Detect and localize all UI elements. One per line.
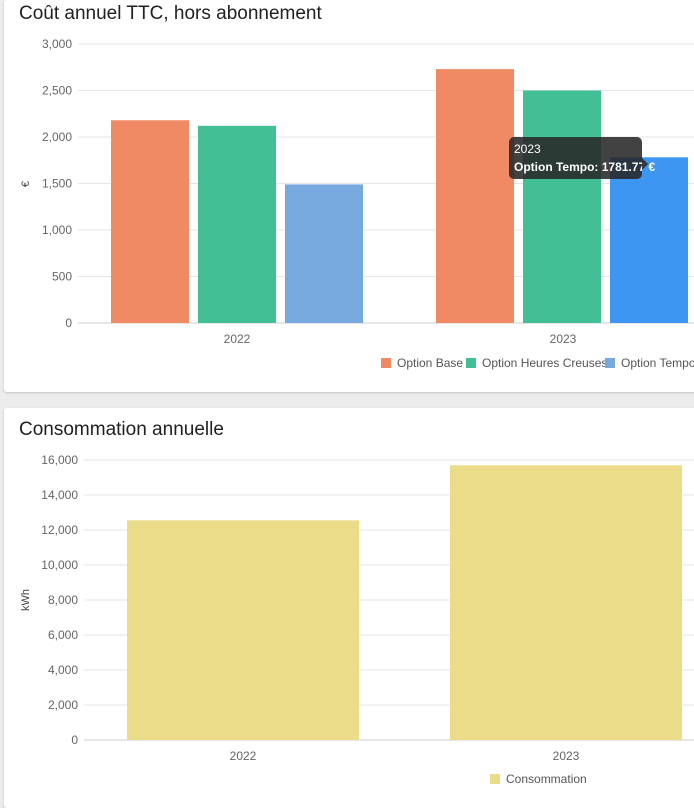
x-tick-label: 2023 <box>550 332 577 346</box>
legend-swatch <box>605 358 615 368</box>
y-tick-label: 14,000 <box>41 488 78 502</box>
legend-swatch <box>490 774 500 784</box>
bar-option-tempo-2023 <box>610 157 688 323</box>
tooltip-title: 2023 <box>514 142 541 156</box>
y-tick-label: 2,000 <box>42 130 72 144</box>
y-tick-label: 12,000 <box>41 523 78 537</box>
bar-consommation-2022 <box>127 520 359 740</box>
y-tick-label: 1,500 <box>42 177 72 191</box>
bar-option-base-2022 <box>111 120 189 323</box>
y-tick-label: 8,000 <box>48 593 78 607</box>
y-tick-label: 2,500 <box>42 84 72 98</box>
chart-tooltip: 2023 Option Tempo: 1781.77 € <box>509 137 656 179</box>
legend-swatch <box>381 358 391 368</box>
y-tick-label: 0 <box>71 733 78 747</box>
consumption-chart-title: Consommation annuelle <box>19 419 224 440</box>
y-axis-title: kWh <box>20 589 32 611</box>
y-tick-label: 0 <box>65 316 72 330</box>
y-tick-label: 4,000 <box>48 663 78 677</box>
legend-label: Option Base <box>397 356 463 370</box>
y-tick-label: 1,000 <box>42 223 72 237</box>
x-tick-label: 2022 <box>230 749 257 763</box>
y-tick-label: 500 <box>52 270 72 284</box>
y-tick-label: 16,000 <box>41 453 78 467</box>
legend-label: Option Tempo <box>621 356 694 370</box>
x-tick-label: 2023 <box>553 749 580 763</box>
x-tick-label: 2022 <box>224 332 251 346</box>
y-tick-label: 3,000 <box>42 37 72 51</box>
cost-chart-title: Coût annuel TTC, hors abonnement <box>19 3 322 24</box>
y-tick-label: 6,000 <box>48 628 78 642</box>
y-axis-title: € <box>20 181 32 187</box>
bar-option-base-2023 <box>436 69 514 323</box>
y-tick-label: 10,000 <box>41 558 78 572</box>
legend-label: Consommation <box>506 772 587 786</box>
legend-swatch <box>466 358 476 368</box>
legend-label: Option Heures Creuses <box>482 356 607 370</box>
bar-option-heures-creuses-2022 <box>198 125 276 323</box>
bar-option-heures-creuses-2023 <box>523 90 601 323</box>
bar-option-tempo-2022 <box>285 184 363 323</box>
y-tick-label: 2,000 <box>48 698 78 712</box>
bar-consommation-2023 <box>450 465 682 740</box>
tooltip-value: Option Tempo: 1781.77 € <box>514 160 656 174</box>
